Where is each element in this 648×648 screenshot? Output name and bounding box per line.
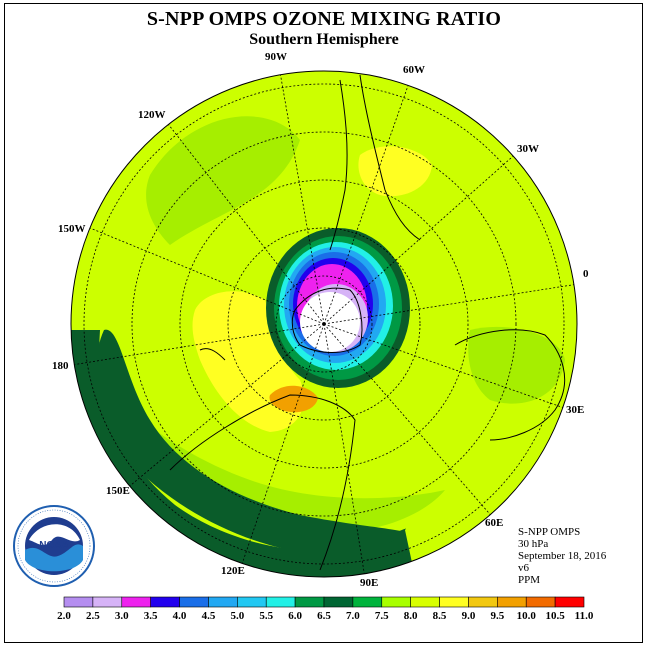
color-bar-swatch: [554, 596, 585, 608]
lon-label-120e: 120E: [221, 565, 245, 577]
map-title: S-NPP OMPS OZONE MIXING RATIO: [146, 8, 502, 30]
lon-label-30w: 30W: [517, 143, 539, 155]
ozone-zone-orange: [269, 385, 318, 413]
color-bar-tick-label: 4.5: [202, 610, 216, 622]
ozone-field: [71, 71, 577, 577]
color-bar-tick-label: 2.5: [86, 610, 100, 622]
ozone-zone-yellow: [358, 146, 432, 197]
south-pole-marker: [322, 322, 326, 326]
color-bar-swatch: [381, 596, 411, 608]
color-bar-swatch: [208, 596, 238, 608]
map-frame: [4, 3, 643, 643]
info-version: v6: [518, 562, 529, 574]
color-bar-swatch: [439, 596, 469, 608]
lon-label-60w: 60W: [403, 64, 425, 76]
lon-label-150w: 150W: [58, 223, 86, 235]
color-bar-tick-label: 4.0: [173, 610, 187, 622]
coastlines: [169, 74, 565, 571]
color-bar-tick-label: 7.0: [346, 610, 360, 622]
map-border: [70, 70, 578, 578]
color-bar-swatch: [294, 596, 325, 608]
color-bar-swatch: [265, 596, 296, 608]
noaa-logo-text: NOAA: [39, 540, 68, 551]
color-bar-swatch: [237, 596, 267, 608]
ozone-zone-light-green: [146, 116, 300, 245]
graticule: [71, 71, 577, 577]
color-bar-swatch: [92, 596, 123, 608]
lon-label-30e: 30E: [566, 404, 585, 416]
color-bar-swatch: [63, 596, 94, 608]
color-bar-tick-label: 3.5: [144, 610, 158, 622]
color-bar-swatch: [410, 596, 440, 608]
color-bar-tick-label: 10.0: [517, 610, 537, 622]
color-bar-tick-label: 9.0: [462, 610, 476, 622]
lon-label-90w: 90W: [265, 51, 287, 63]
color-bar-swatch: [179, 596, 209, 608]
color-bar-tick-label: 5.0: [230, 610, 244, 622]
color-bar-swatch: [497, 596, 527, 608]
color-bar-tick-label: 5.5: [259, 610, 273, 622]
color-bar-swatch: [150, 596, 180, 608]
product-info: S-NPP OMPS 30 hPa September 18, 2016 v6 …: [518, 526, 606, 586]
info-units: PPM: [518, 574, 541, 586]
info-date: September 18, 2016: [518, 550, 607, 562]
color-bar-tick-label: 7.5: [375, 610, 389, 622]
color-bar-swatch: [352, 596, 383, 608]
color-bar-swatch: [468, 596, 498, 608]
ozone-zone-light-green: [468, 326, 565, 404]
color-bar-tick-label: 8.0: [404, 610, 418, 622]
color-bar-tick-label: 8.5: [433, 610, 447, 622]
color-bar-tick-label: 3.0: [115, 610, 129, 622]
color-bar-tick-label: 6.0: [288, 610, 302, 622]
color-bar-swatch: [121, 596, 151, 608]
ozone-zone-dark-green: [96, 329, 406, 555]
color-bar-tick-label: 2.0: [57, 610, 71, 622]
color-bar-swatch: [525, 596, 556, 608]
color-bar: 2.0 2.5 3.0 3.5 4.0 4.5 5.0 5.5 6.0 6.5 7.0 7.5 8.0 8…: [57, 596, 594, 622]
lon-label-120w: 120W: [138, 109, 166, 121]
lon-label-150e: 150E: [106, 485, 130, 497]
lon-label-60e: 60E: [485, 517, 504, 529]
ozone-hole-core: [300, 292, 360, 352]
color-bar-tick-label: 10.5: [545, 610, 565, 622]
lon-label-180: 180: [52, 360, 69, 372]
color-bar-tick-label: 11.0: [575, 610, 594, 622]
color-bar-tick-label: 9.5: [490, 610, 504, 622]
lon-label-90e: 90E: [360, 577, 379, 589]
map-subtitle: Southern Hemisphere: [249, 31, 399, 48]
info-level: 30 hPa: [518, 538, 549, 550]
lon-label-0: 0: [583, 268, 589, 280]
info-instrument: S-NPP OMPS: [518, 526, 581, 538]
color-bar-tick-label: 6.5: [317, 610, 331, 622]
color-bar-swatch: [323, 596, 354, 608]
noaa-logo: NOAA: [13, 505, 95, 587]
